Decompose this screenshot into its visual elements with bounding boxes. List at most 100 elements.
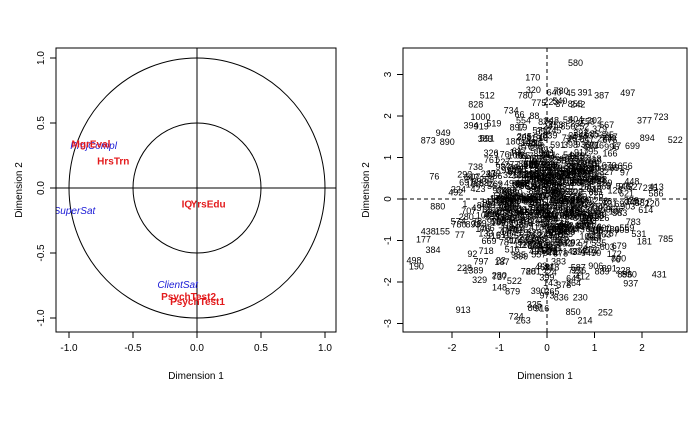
observation-label: 948 [521, 137, 536, 147]
observation-label: 753 [580, 117, 595, 127]
observation-label: 761 [484, 155, 499, 165]
left-x-tick-label: 0.5 [254, 343, 268, 354]
observation-label: 227 [485, 209, 500, 219]
observation-label: 280 [546, 244, 561, 254]
observation-label: 647 [464, 173, 479, 183]
observation-label: 664 [556, 171, 571, 181]
observation-label: 399 [513, 251, 528, 261]
observation-label: 276 [547, 166, 562, 176]
observation-label: 851 [552, 235, 567, 245]
observation-label: 220 [645, 198, 660, 208]
observation-label: 394 [579, 177, 594, 187]
observation-label: 522 [507, 276, 522, 286]
observation-label: 574 [451, 216, 466, 226]
observation-label: 140 [560, 223, 575, 233]
observation-label: 125 [486, 197, 501, 207]
observation-label: 617 [512, 146, 527, 156]
observation-label: 281 [526, 267, 541, 277]
observation-label: 879 [505, 287, 520, 297]
observation-label: 326 [483, 148, 498, 158]
observation-label: 535 [591, 238, 606, 248]
observation-label: 438 [421, 226, 436, 236]
observation-label: 876 [624, 195, 639, 205]
observation-label: 394 [463, 120, 478, 130]
observation-label: 97 [620, 167, 630, 177]
observation-label: 133 [478, 229, 493, 239]
observation-label: 300 [517, 206, 532, 216]
observation-label: 412 [552, 225, 567, 235]
observation-label: 691 [459, 178, 474, 188]
observation-label: 396 [589, 164, 604, 174]
observation-label: 71 [585, 221, 595, 231]
observation-label: 377 [554, 222, 569, 232]
observation-label: 249 [509, 222, 524, 232]
observation-label: 876 [538, 117, 553, 127]
observation-label: 751 [528, 203, 543, 213]
observation-label: 241 [542, 121, 557, 131]
observation-label: 836 [554, 293, 569, 303]
observation-label: 187 [494, 257, 509, 267]
observation-label: 264 [504, 201, 519, 211]
observation-label: 886 [515, 151, 530, 161]
observation-label: 611 [496, 230, 510, 240]
observation-label: 19 [517, 123, 527, 133]
observation-label: 972 [491, 194, 506, 204]
observation-label: 33 [508, 208, 518, 218]
observation-label: 768 [518, 195, 533, 205]
observation-label: 280 [492, 271, 507, 281]
observation-label: 627 [495, 209, 510, 219]
observation-label: 111 [514, 240, 528, 250]
observation-label: 143 [543, 278, 558, 288]
observation-label: 874 [568, 205, 583, 215]
observation-label: 625 [569, 151, 584, 161]
observation-label: 99 [521, 154, 531, 164]
observation-label: 891 [533, 149, 548, 159]
observation-label: 765 [560, 157, 575, 167]
left-x-tick-label: 1.0 [318, 343, 332, 354]
observation-label: 850 [560, 121, 575, 131]
observation-label: 458 [548, 120, 563, 130]
observation-label: 32 [558, 172, 568, 182]
observation-label: 247 [564, 168, 579, 178]
observation-label: 278 [527, 175, 542, 185]
observation-label: 529 [537, 210, 552, 220]
observation-label: 844 [559, 172, 574, 182]
observation-label: 828 [526, 227, 541, 237]
observation-label: 995 [531, 174, 546, 184]
observation-label: 559 [619, 223, 634, 233]
observation-label: 261 [528, 198, 543, 208]
observation-label: 821 [589, 187, 604, 197]
observation-label: 443 [576, 208, 591, 218]
observation-label: 101 [520, 174, 535, 184]
observation-label: 919 [474, 122, 489, 132]
observation-label: 300 [545, 186, 560, 196]
observation-label: 356 [592, 172, 607, 182]
observation-label: 77 [519, 233, 529, 243]
observation-label: 128 [608, 185, 623, 195]
observation-label: 790 [505, 193, 520, 203]
observation-label: 199 [561, 169, 576, 179]
observation-label: 794 [528, 142, 543, 152]
observation-label: 413 [649, 182, 664, 192]
observation-label: 76 [611, 254, 621, 264]
observation-label: 269 [488, 179, 503, 189]
observation-label: 76 [429, 172, 439, 182]
observation-label: 92 [467, 249, 477, 259]
observation-label: 891 [602, 264, 617, 274]
observation-label: 115 [530, 138, 544, 148]
observation-label: 417 [590, 226, 605, 236]
observation-label: 136 [527, 139, 542, 149]
left-y-tick-label: 0.0 [36, 181, 47, 195]
observation-label: 143 [500, 186, 515, 196]
observation-label: 687 [557, 222, 572, 232]
observation-label: 890 [564, 161, 579, 171]
observation-label: 963 [565, 154, 580, 164]
observation-label: 706 [520, 194, 535, 204]
observation-label: 634 [533, 181, 548, 191]
observation-label: 416 [570, 194, 585, 204]
observation-label: 827 [521, 214, 536, 224]
observation-label: 746 [547, 225, 562, 235]
observation-label: 254 [568, 130, 583, 140]
